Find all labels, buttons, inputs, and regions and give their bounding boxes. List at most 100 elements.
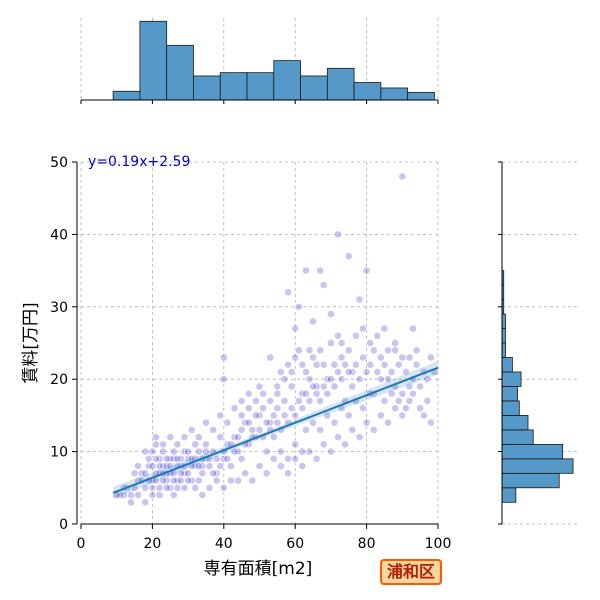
scatter-point xyxy=(291,324,300,333)
scatter-point xyxy=(373,331,382,340)
scatter-point xyxy=(330,382,339,391)
scatter-point xyxy=(244,404,253,413)
y-hist-bar xyxy=(501,429,534,445)
scatter-points xyxy=(112,172,439,507)
scatter-point xyxy=(248,425,257,434)
scatter-point xyxy=(401,368,410,376)
scatter-point xyxy=(326,375,335,384)
scatter-point xyxy=(302,368,310,376)
scatter-point xyxy=(341,440,350,449)
x-hist-bar xyxy=(246,72,275,101)
scatter-point xyxy=(255,382,264,391)
scatter-point xyxy=(326,310,335,318)
scatter-point xyxy=(152,440,160,449)
scatter-point xyxy=(355,295,364,304)
scatter-point xyxy=(255,425,264,434)
scatter-point xyxy=(287,382,296,391)
scatter-point xyxy=(291,353,300,362)
scatter-point xyxy=(152,454,160,463)
y-hist-bar xyxy=(501,472,560,489)
scatter-point xyxy=(423,397,432,405)
scatter-point xyxy=(341,360,350,369)
scatter-point xyxy=(227,462,235,470)
scatter-point xyxy=(294,302,303,311)
scatter-point xyxy=(305,346,314,355)
scatter-point xyxy=(305,447,314,456)
scatter-point xyxy=(369,346,378,355)
scatter-point xyxy=(355,375,364,384)
scatter-point xyxy=(180,433,189,442)
district-badge: 浦和区 xyxy=(380,559,443,585)
scatter-point xyxy=(294,346,303,355)
scatter-point xyxy=(312,360,321,369)
scatter-point xyxy=(177,469,185,478)
scatter-point xyxy=(384,375,392,384)
scatter-point xyxy=(334,230,342,239)
scatter-point xyxy=(326,339,335,347)
scatter-point xyxy=(319,281,328,289)
scatter-point xyxy=(391,346,400,355)
scatter-point xyxy=(252,397,260,405)
y-hist-bar xyxy=(501,357,513,373)
scatter-point xyxy=(205,462,214,470)
scatter-point xyxy=(194,462,203,470)
scatter-point xyxy=(405,397,414,405)
y-hist-bar xyxy=(501,458,574,474)
scatter-point xyxy=(194,433,203,442)
x-hist-bar xyxy=(300,75,328,101)
scatter-point xyxy=(223,418,232,427)
y-hist-bar xyxy=(501,414,529,431)
scatter-point xyxy=(284,454,292,463)
scatter-point xyxy=(269,411,278,420)
scatter-point xyxy=(277,447,285,456)
scatter-point xyxy=(266,353,275,362)
scatter-point xyxy=(302,266,310,275)
scatter-point xyxy=(194,476,203,485)
scatter-point xyxy=(144,454,153,463)
scatter-point xyxy=(405,382,414,391)
y-axis-title: 賃料[万円] xyxy=(21,302,41,383)
scatter-point xyxy=(305,375,314,384)
scatter-point xyxy=(227,476,235,485)
scatter-point xyxy=(269,433,278,442)
scatter-point xyxy=(262,447,271,456)
x-hist-bar xyxy=(407,91,435,101)
scatter-point xyxy=(366,360,375,369)
scatter-point xyxy=(219,483,228,492)
scatter-point xyxy=(148,462,157,470)
scatter-point xyxy=(273,389,282,398)
scatter-point xyxy=(280,397,289,405)
scatter-point xyxy=(319,360,328,369)
scatter-point xyxy=(309,382,317,391)
scatter-point xyxy=(209,469,217,478)
scatter-point xyxy=(316,266,325,275)
scatter-point xyxy=(405,353,414,362)
scatter-point xyxy=(280,375,289,384)
scatter-point xyxy=(273,404,282,413)
scatter-point xyxy=(334,368,342,376)
scatter-point xyxy=(416,404,425,413)
scatter-point xyxy=(205,483,214,492)
scatter-point xyxy=(398,172,407,181)
scatter-point xyxy=(416,382,425,391)
x-tick-label: 0 xyxy=(77,536,86,552)
scatter-point xyxy=(326,447,335,456)
y-hist-bar xyxy=(501,487,517,503)
scatter-point xyxy=(359,324,367,333)
scatter-point xyxy=(359,353,367,362)
x-tick-label: 100 xyxy=(425,536,452,552)
x-tick-label: 60 xyxy=(286,536,304,552)
scatter-point xyxy=(330,360,339,369)
scatter-point xyxy=(348,382,357,391)
scatter-point xyxy=(166,433,175,442)
y-hist-bar xyxy=(501,328,506,344)
scatter-point xyxy=(387,389,396,398)
scatter-point xyxy=(376,411,385,420)
scatter-point xyxy=(248,476,257,485)
axes xyxy=(72,99,503,529)
x-hist-bar xyxy=(193,75,221,101)
y-hist-bar xyxy=(501,400,520,416)
x-hist-bar xyxy=(326,67,355,101)
scatter-point xyxy=(369,425,378,434)
scatter-point xyxy=(191,483,200,492)
